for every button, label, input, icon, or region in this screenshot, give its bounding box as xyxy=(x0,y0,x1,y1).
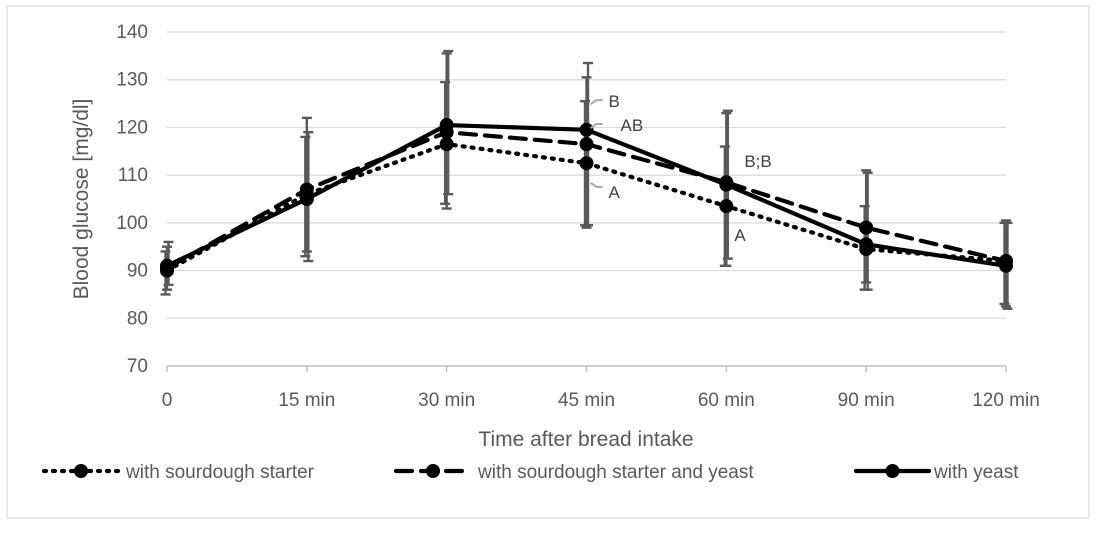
chart-border xyxy=(6,5,1090,519)
significance-label: AB xyxy=(621,116,644,135)
data-point-series-2 xyxy=(579,137,594,152)
legend-label-series-1: with sourdough starter xyxy=(125,462,315,483)
data-point-series-1 xyxy=(439,137,454,152)
data-series xyxy=(160,118,1013,278)
data-point-series-3 xyxy=(999,258,1013,273)
axes: 70 80 90 100 110 120 130 140 0 15 min 30 min 45 min… xyxy=(116,22,1040,411)
legend-marker-series-1 xyxy=(74,464,88,478)
x-tick-label: 45 min xyxy=(558,390,615,411)
y-tick-label: 90 xyxy=(127,261,148,282)
x-tick-label: 120 min xyxy=(972,390,1040,411)
x-tick-label: 60 min xyxy=(698,390,755,411)
x-tick-label: 30 min xyxy=(418,390,475,411)
data-point-series-1 xyxy=(579,156,594,171)
x-tick-label: 90 min xyxy=(838,390,895,411)
annotation-leader xyxy=(589,182,603,188)
y-tick-label: 80 xyxy=(127,308,148,329)
y-tick-label: 100 xyxy=(116,213,148,234)
data-point-series-3 xyxy=(160,258,174,273)
x-tick-label: 0 xyxy=(162,390,173,411)
y-tick-label: 70 xyxy=(127,356,148,377)
data-point-series-3 xyxy=(299,192,314,206)
significance-label: B;B xyxy=(744,152,771,171)
data-point-series-3 xyxy=(439,118,454,133)
legend-marker-series-2 xyxy=(426,464,440,478)
significance-label: B xyxy=(609,92,620,111)
legend-marker-series-3 xyxy=(885,464,900,478)
data-point-series-3 xyxy=(859,237,874,252)
annotation-leader xyxy=(589,99,603,106)
significance-annotations: BAB A B;B A xyxy=(589,92,772,245)
y-tick-label: 110 xyxy=(118,165,148,186)
x-tick-label: 15 min xyxy=(278,390,335,411)
y-axis-title: Blood glucose [mg/dl] xyxy=(70,99,93,300)
legend: with sourdough starter with sourdough sta… xyxy=(41,462,1019,483)
y-tick-label: 130 xyxy=(116,70,148,91)
significance-label: A xyxy=(609,183,621,202)
data-point-series-1 xyxy=(719,199,734,214)
y-tick-label: 120 xyxy=(116,117,148,138)
legend-label-series-3: with yeast xyxy=(933,462,1019,483)
significance-label: A xyxy=(734,226,746,245)
annotation-leader xyxy=(589,123,603,129)
data-point-series-3 xyxy=(719,177,734,192)
data-point-series-2 xyxy=(859,220,874,235)
legend-label-series-2: with sourdough starter and yeast xyxy=(477,462,754,483)
x-axis-title: Time after bread intake xyxy=(478,428,693,451)
data-point-series-3 xyxy=(579,122,594,137)
y-tick-label: 140 xyxy=(116,22,148,43)
